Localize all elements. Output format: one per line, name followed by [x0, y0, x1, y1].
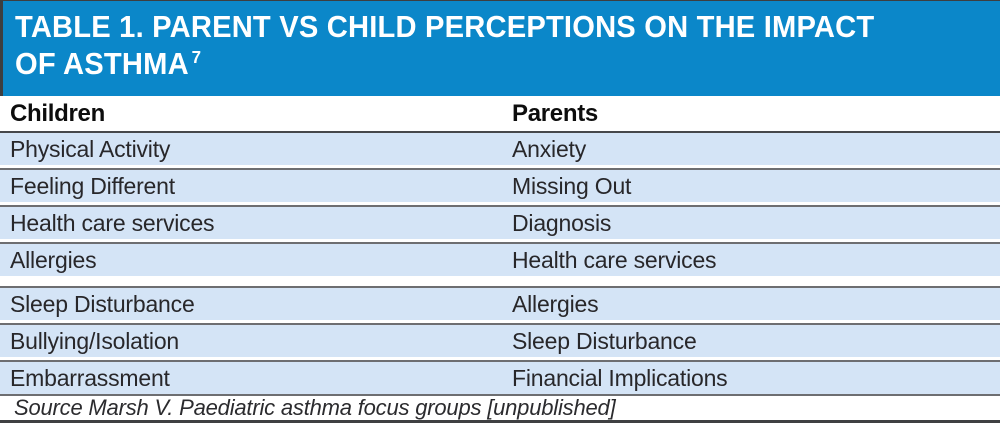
table-row: Allergies Health care services	[0, 242, 1000, 276]
column-header-parents: Parents	[512, 99, 598, 127]
table-title-line1: TABLE 1. PARENT VS CHILD PERCEPTIONS ON …	[15, 9, 875, 44]
table-row: Physical Activity Anxiety	[0, 133, 1000, 165]
parents-cell: Anxiety	[512, 135, 587, 162]
table-row: Health care services Diagnosis	[0, 205, 1000, 239]
column-header-row: Children Parents	[0, 96, 1000, 133]
parents-cell: Missing Out	[512, 172, 632, 199]
source-note: Source Marsh V. Paediatric asthma focus …	[0, 396, 1000, 419]
bottom-rule	[0, 420, 1000, 423]
children-cell: Health care services	[10, 209, 215, 236]
parents-cell: Allergies	[512, 290, 599, 317]
children-cell: Embarrassment	[10, 364, 170, 391]
column-header-children: Children	[10, 99, 105, 127]
children-cell: Sleep Disturbance	[10, 290, 195, 317]
table-row: Sleep Disturbance Allergies	[0, 286, 1000, 320]
children-cell: Bullying/Isolation	[10, 327, 180, 354]
table-row: Bullying/Isolation Sleep Disturbance	[0, 323, 1000, 357]
citation-reference: 7	[191, 46, 202, 67]
table-title: TABLE 1. PARENT VS CHILD PERCEPTIONS ON …	[15, 8, 996, 82]
table-row: Feeling Different Missing Out	[0, 168, 1000, 202]
table-title-band: TABLE 1. PARENT VS CHILD PERCEPTIONS ON …	[0, 0, 1000, 96]
parents-cell: Sleep Disturbance	[512, 327, 697, 354]
parents-cell: Financial Implications	[512, 364, 728, 391]
parents-cell: Diagnosis	[512, 209, 612, 236]
table-title-line2: OF ASTHMA	[15, 46, 189, 81]
table-row: Embarrassment Financial Implications	[0, 360, 1000, 396]
parents-cell: Health care services	[512, 246, 717, 273]
children-cell: Allergies	[10, 246, 97, 273]
children-cell: Feeling Different	[10, 172, 175, 199]
children-cell: Physical Activity	[10, 135, 171, 162]
table-body: Physical Activity Anxiety Feeling Differ…	[0, 133, 1000, 396]
